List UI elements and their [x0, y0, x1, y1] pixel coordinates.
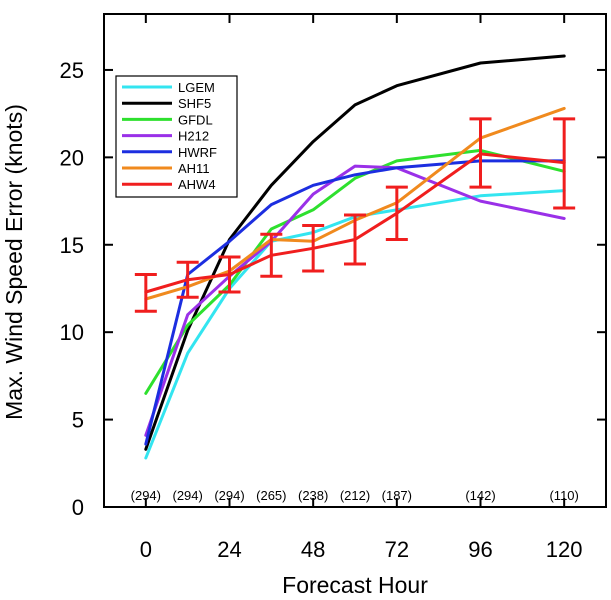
y-tick-label: 10 — [60, 320, 84, 345]
x-tick-label: 120 — [546, 537, 583, 562]
error-bar — [553, 117, 576, 210]
error-bar — [385, 185, 408, 242]
error-bar — [218, 255, 241, 294]
legend-entry-h212: H212 — [122, 129, 209, 144]
sample-size-label: (265) — [256, 488, 286, 503]
legend-entry-ah11: AH11 — [122, 161, 210, 176]
error-bar — [344, 213, 366, 266]
sample-size-label: (110) — [549, 488, 578, 503]
sample-size-label: (294) — [214, 488, 244, 503]
legend-label: AHW4 — [178, 177, 216, 192]
legend-label: AH11 — [178, 161, 210, 176]
y-tick-label: 20 — [60, 145, 84, 170]
sample-size-label: (187) — [382, 488, 412, 503]
sample-size-label: (142) — [465, 488, 495, 503]
legend-label: LGEM — [178, 80, 215, 95]
y-tick-label: 5 — [72, 408, 84, 433]
error-bar — [134, 272, 157, 313]
y-axis-title: Max. Wind Speed Error (knots) — [1, 104, 27, 420]
legend-label: HWRF — [178, 145, 217, 160]
sample-size-label: (238) — [298, 488, 328, 503]
y-tick-label: 15 — [60, 233, 84, 258]
x-tick-label: 72 — [385, 537, 409, 562]
legend-entry-shf5: SHF5 — [122, 96, 211, 111]
x-tick-label: 24 — [217, 537, 241, 562]
series-line-hwrf — [144, 159, 566, 446]
legend-label: H212 — [178, 129, 209, 144]
legend-entry-hwrf: HWRF — [122, 145, 217, 160]
series-line-gfdl — [144, 148, 566, 395]
error-bar — [469, 117, 492, 189]
series-line-h212 — [144, 164, 566, 437]
sample-size-label: (294) — [131, 488, 161, 503]
error-bar-layer — [134, 117, 576, 313]
x-axis-title: Forecast Hour — [282, 572, 428, 598]
x-tick-label: 96 — [468, 537, 492, 562]
legend-entry-ahw4: AHW4 — [122, 177, 216, 192]
x-tick-label: 0 — [140, 537, 152, 562]
legend-entry-gfdl: GFDL — [122, 112, 213, 127]
y-tick-label: 25 — [60, 58, 84, 83]
y-tick-label: 0 — [72, 495, 84, 520]
x-tick-label: 48 — [301, 537, 325, 562]
sample-size-label: (294) — [172, 488, 202, 503]
error-bar — [176, 260, 199, 299]
legend-label: SHF5 — [178, 96, 211, 111]
error-bar — [302, 224, 325, 273]
legend-label: GFDL — [178, 112, 213, 127]
plot-frame — [103, 13, 607, 508]
error-bar — [260, 232, 283, 278]
axis-layer: 0 24 48 72 96 120 0 5 10 15 20 25 — [60, 14, 606, 562]
sample-size-layer: (294) (294) (294) (265) (238) (212) (187) (142)… — [131, 488, 579, 503]
sample-size-label: (212) — [340, 488, 370, 503]
legend-entry-lgem: LGEM — [122, 80, 215, 95]
